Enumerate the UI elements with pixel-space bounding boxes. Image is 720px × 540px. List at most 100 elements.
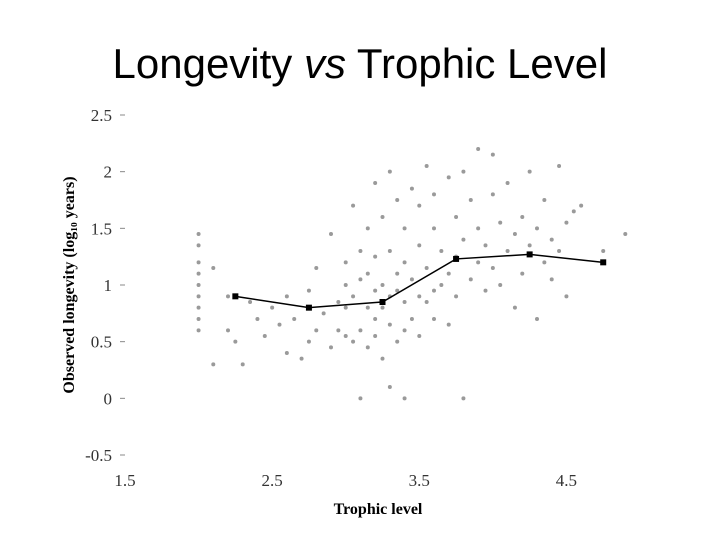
data-point bbox=[432, 192, 436, 197]
data-point bbox=[299, 356, 304, 361]
data-point bbox=[498, 220, 503, 225]
data-point bbox=[402, 328, 407, 333]
data-point bbox=[549, 277, 554, 282]
data-point bbox=[476, 147, 481, 151]
data-point bbox=[505, 249, 510, 253]
data-point bbox=[387, 169, 392, 174]
data-point bbox=[226, 294, 230, 299]
data-point bbox=[314, 266, 319, 270]
data-point bbox=[542, 198, 547, 202]
data-point bbox=[365, 271, 370, 276]
data-point bbox=[461, 169, 466, 174]
y-tick-label: 1 bbox=[104, 276, 113, 295]
data-point bbox=[306, 339, 311, 344]
data-point bbox=[277, 322, 282, 327]
data-point bbox=[454, 294, 459, 299]
data-point bbox=[417, 334, 422, 338]
data-point bbox=[358, 328, 363, 333]
data-point bbox=[343, 283, 348, 287]
data-point bbox=[373, 254, 378, 259]
data-point bbox=[196, 260, 201, 265]
data-point bbox=[454, 215, 459, 219]
data-point bbox=[365, 345, 370, 350]
data-point bbox=[336, 328, 341, 333]
data-point bbox=[380, 215, 385, 219]
data-point bbox=[424, 266, 429, 270]
data-point bbox=[395, 288, 400, 293]
y-tick-label: 0 bbox=[104, 389, 113, 408]
data-point bbox=[557, 249, 562, 253]
data-point bbox=[432, 317, 436, 321]
data-point bbox=[196, 317, 201, 321]
data-point bbox=[314, 328, 319, 333]
data-point bbox=[196, 232, 201, 236]
x-axis-label: Trophic level bbox=[334, 501, 423, 518]
data-point bbox=[512, 232, 517, 236]
data-point bbox=[468, 277, 473, 282]
trend-marker bbox=[600, 259, 607, 266]
data-point bbox=[571, 209, 576, 214]
data-point bbox=[535, 226, 539, 231]
trend-marker bbox=[379, 299, 386, 305]
data-point bbox=[358, 277, 363, 282]
data-point bbox=[461, 396, 466, 401]
data-point bbox=[270, 305, 275, 310]
data-point bbox=[211, 362, 216, 367]
x-tick-label: 3.5 bbox=[409, 471, 430, 490]
x-tick-label: 1.5 bbox=[114, 471, 135, 490]
data-point bbox=[358, 249, 363, 253]
y-tick-label: 0.5 bbox=[91, 333, 112, 352]
data-point bbox=[373, 181, 378, 185]
data-point bbox=[409, 317, 414, 321]
data-point bbox=[284, 294, 289, 299]
data-point bbox=[380, 283, 385, 287]
trend-line bbox=[235, 253, 604, 309]
y-axis-label: Observed longevity (log₁₀ years) bbox=[61, 176, 78, 393]
data-point bbox=[542, 260, 547, 265]
data-point bbox=[402, 300, 407, 304]
data-point bbox=[483, 243, 488, 248]
data-point bbox=[196, 283, 201, 287]
data-point bbox=[476, 226, 481, 231]
data-point bbox=[520, 271, 525, 276]
data-point bbox=[329, 232, 333, 236]
data-point bbox=[417, 294, 422, 299]
data-point bbox=[490, 266, 495, 270]
data-point bbox=[226, 328, 230, 333]
trend-marker bbox=[232, 293, 239, 300]
data-point bbox=[409, 277, 414, 282]
data-point bbox=[402, 260, 407, 265]
data-point bbox=[417, 243, 422, 248]
data-point bbox=[446, 271, 451, 276]
data-point bbox=[351, 339, 356, 344]
data-point bbox=[402, 226, 407, 231]
data-point bbox=[417, 203, 422, 208]
data-point bbox=[336, 300, 341, 304]
data-point bbox=[564, 220, 569, 225]
data-point bbox=[196, 294, 201, 299]
y-tick-label: -0.5 bbox=[85, 446, 112, 465]
data-point bbox=[196, 305, 201, 310]
data-point bbox=[439, 283, 444, 287]
data-point bbox=[557, 164, 562, 168]
y-axis: -0.5 0 0.5 1 1.5 2 2.5 bbox=[85, 106, 125, 465]
data-point bbox=[579, 203, 584, 208]
trend-marker bbox=[453, 255, 460, 262]
data-point bbox=[623, 232, 628, 236]
data-point bbox=[351, 294, 356, 299]
y-tick-label: 2 bbox=[104, 163, 113, 182]
title-part-3: Trophic Level bbox=[345, 40, 608, 87]
x-tick-label: 2.5 bbox=[262, 471, 283, 490]
data-point bbox=[233, 339, 238, 344]
data-point bbox=[387, 322, 392, 327]
data-point bbox=[476, 260, 481, 265]
data-point bbox=[284, 351, 289, 355]
data-point bbox=[196, 271, 201, 276]
data-point bbox=[527, 243, 532, 248]
data-point bbox=[380, 356, 385, 361]
data-point bbox=[527, 169, 532, 174]
data-point bbox=[373, 317, 378, 321]
data-point bbox=[255, 317, 260, 321]
data-point bbox=[306, 288, 311, 293]
data-point bbox=[461, 237, 466, 242]
